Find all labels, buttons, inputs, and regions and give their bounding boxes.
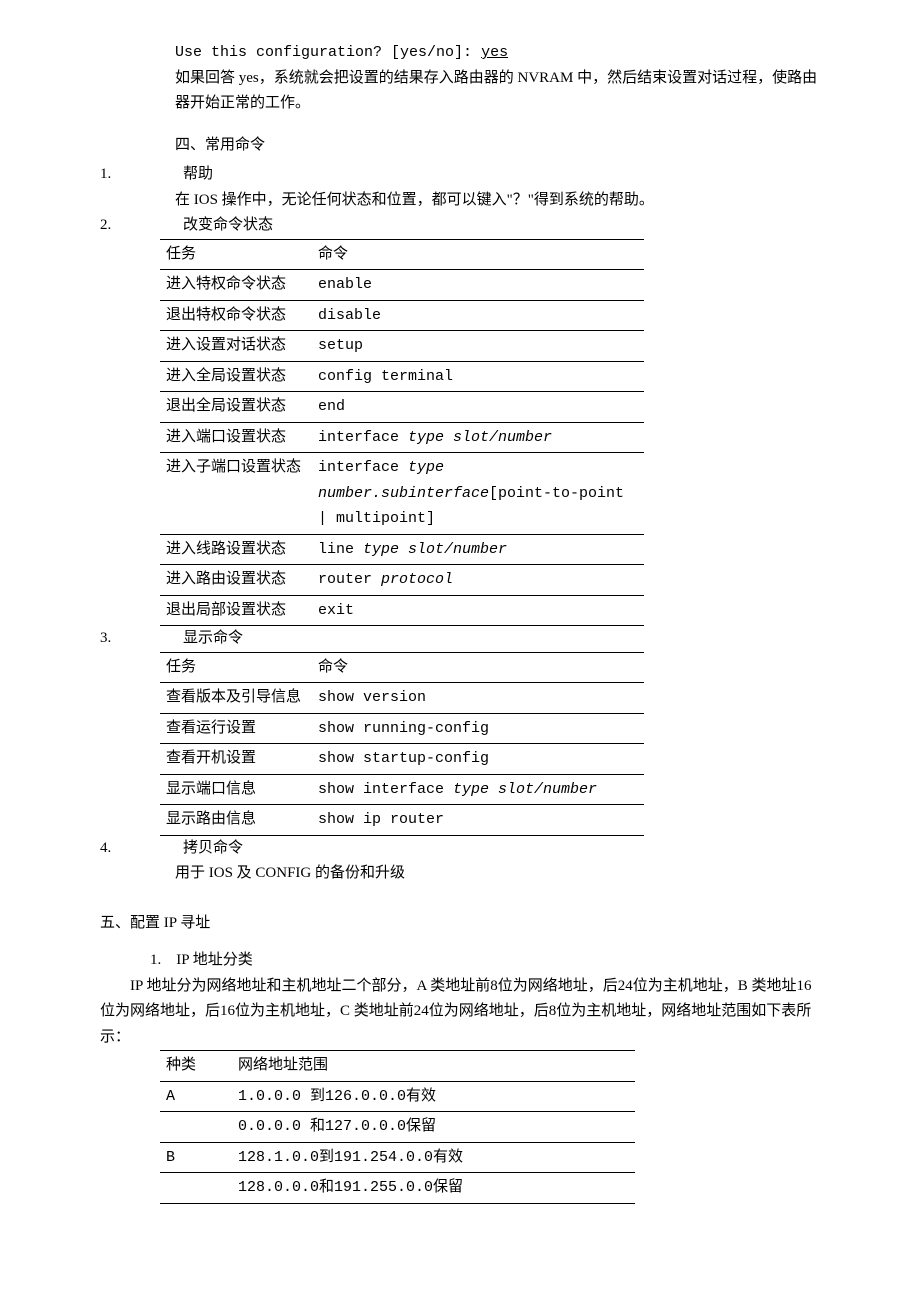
prompt-prefix: Use this configuration? [yes/no]: (175, 44, 481, 61)
table-row: 进入端口设置状态interface type slot/number (160, 422, 644, 453)
section5-title: 五、配置 IP 寻址 (100, 911, 820, 937)
table-row: B128.1.0.0到191.254.0.0有效 (160, 1142, 635, 1173)
sub1-body: IP 地址分为网络地址和主机地址二个部分，A 类地址前8位为网络地址，后24位为… (100, 974, 820, 1051)
table-row: 退出特权命令状态disable (160, 300, 644, 331)
table-row: 查看运行设置show running-config (160, 713, 644, 744)
state-change-table: 任务 命令 进入特权命令状态enable 退出特权命令状态disable 进入设… (160, 239, 644, 627)
section4-list-3: 3. 显示命令 (100, 626, 820, 652)
header-cmd: 命令 (312, 239, 644, 270)
table-row: 128.0.0.0和191.255.0.0保留 (160, 1173, 635, 1204)
header-task: 任务 (160, 239, 312, 270)
config-prompt: Use this configuration? [yes/no]: yes (175, 40, 820, 66)
table-row: 进入特权命令状态enable (160, 270, 644, 301)
table-row: 查看版本及引导信息show version (160, 683, 644, 714)
table-row: 0.0.0.0 和127.0.0.0保留 (160, 1112, 635, 1143)
table-row: 显示路由信息show ip router (160, 805, 644, 836)
header-range: 网络地址范围 (232, 1051, 635, 1082)
ip-range-table: 种类 网络地址范围 A1.0.0.0 到126.0.0.0有效 0.0.0.0 … (160, 1050, 635, 1204)
table-row: 退出全局设置状态end (160, 392, 644, 423)
intro-block: Use this configuration? [yes/no]: yes 如果… (175, 40, 820, 117)
section5-sub1: 1. IP 地址分类 (100, 948, 820, 974)
header-type: 种类 (160, 1051, 232, 1082)
table-row: 进入路由设置状态router protocol (160, 565, 644, 596)
item1-num: 1. (100, 162, 128, 188)
prompt-answer: yes (481, 44, 508, 61)
show-cmd-table: 任务 命令 查看版本及引导信息show version 查看运行设置show r… (160, 652, 644, 836)
list-item-4: 4. 拷贝命令 (100, 836, 820, 862)
item3-num: 3. (100, 626, 128, 652)
header-task: 任务 (160, 652, 312, 683)
item1-desc: 在 IOS 操作中，无论任何状态和位置，都可以键入"？"得到系统的帮助。 (175, 188, 820, 214)
table-header-row: 任务 命令 (160, 652, 644, 683)
table-header-row: 种类 网络地址范围 (160, 1051, 635, 1082)
item4-num: 4. (100, 836, 128, 862)
table-row: 进入子端口设置状态interface type number.subinterf… (160, 453, 644, 535)
list-item-3: 3. 显示命令 (100, 626, 820, 652)
header-cmd: 命令 (312, 652, 644, 683)
item3-label: 显示命令 (128, 626, 820, 652)
sub1-num: 1. (150, 952, 161, 968)
table-row: 进入全局设置状态config terminal (160, 361, 644, 392)
table-row: 查看开机设置show startup-config (160, 744, 644, 775)
section4-list: 1. 帮助 (100, 162, 820, 188)
list-item-1: 1. 帮助 (100, 162, 820, 188)
table-row: 显示端口信息show interface type slot/number (160, 774, 644, 805)
table-header-row: 任务 命令 (160, 239, 644, 270)
section4-title: 四、常用命令 (175, 133, 820, 159)
table-row: 进入线路设置状态line type slot/number (160, 534, 644, 565)
item1-label: 帮助 (128, 162, 820, 188)
section4-list-4: 4. 拷贝命令 (100, 836, 820, 862)
list-item-2: 2. 改变命令状态 (100, 213, 820, 239)
item4-desc: 用于 IOS 及 CONFIG 的备份和升级 (175, 861, 820, 887)
table-row: 退出局部设置状态exit (160, 595, 644, 626)
intro-explain: 如果回答 yes，系统就会把设置的结果存入路由器的 NVRAM 中，然后结束设置… (175, 66, 820, 117)
table-row: 进入设置对话状态setup (160, 331, 644, 362)
item2-num: 2. (100, 213, 128, 239)
table-row: A1.0.0.0 到126.0.0.0有效 (160, 1081, 635, 1112)
section4-list-2: 2. 改变命令状态 (100, 213, 820, 239)
item2-label: 改变命令状态 (128, 213, 820, 239)
sub1-label: IP 地址分类 (176, 952, 253, 968)
item4-label: 拷贝命令 (128, 836, 820, 862)
